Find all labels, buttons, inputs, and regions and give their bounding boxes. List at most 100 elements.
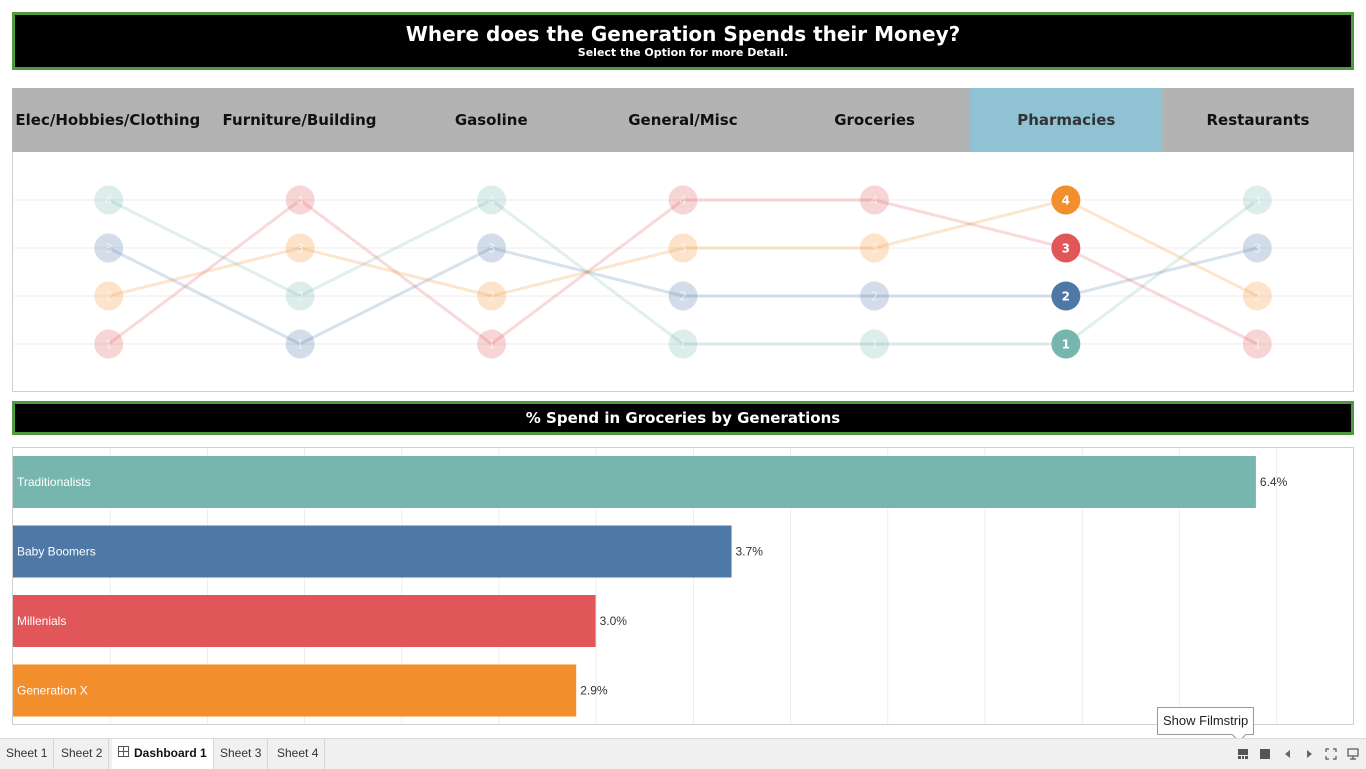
bump-line-segment: [1065, 246, 1258, 298]
bump-point-label: 4: [296, 194, 304, 208]
fullscreen-icon[interactable]: [1324, 748, 1338, 762]
category-tab-furniture-building[interactable]: Furniture/Building: [222, 111, 377, 129]
bump-point-label: 3: [679, 242, 687, 256]
bump-line-segment: [1065, 246, 1258, 346]
tab-sheet-1[interactable]: Sheet 1: [0, 739, 55, 769]
bar-value-label: 6.4%: [1260, 475, 1288, 489]
category-tab-groceries[interactable]: Groceries: [834, 111, 915, 129]
bar-category-label: Millenials: [17, 614, 66, 628]
bump-point-label: 4: [679, 194, 687, 208]
bump-point[interactable]: 3: [1242, 233, 1272, 263]
bump-point[interactable]: 4: [1051, 185, 1081, 215]
grid-icon[interactable]: [1258, 748, 1272, 762]
bump-line-segment: [299, 198, 493, 298]
bump-line-segment: [874, 198, 1067, 250]
bar-millenials[interactable]: [13, 595, 596, 647]
bump-point-label: 2: [871, 290, 879, 304]
prev-icon[interactable]: [1281, 748, 1295, 762]
bump-line-segment: [108, 246, 301, 346]
bump-line-segment: [108, 198, 301, 298]
bump-point[interactable]: 4: [285, 185, 315, 215]
bump-point[interactable]: 3: [859, 233, 889, 263]
category-tab-pharmacies[interactable]: Pharmacies: [970, 88, 1163, 152]
category-selector: Elec/Hobbies/Clothing Furniture/Building G…: [12, 88, 1354, 152]
bump-point-label: 1: [1253, 338, 1261, 352]
category-tab-general-misc[interactable]: General/Misc: [628, 111, 738, 129]
dashboard-icon: [118, 746, 129, 757]
bump-line-segment: [490, 198, 684, 346]
filmstrip-tooltip: Show Filmstrip: [1157, 707, 1255, 735]
bump-point[interactable]: 1: [1242, 329, 1272, 359]
bump-point[interactable]: 2: [477, 281, 507, 311]
bump-point[interactable]: 4: [668, 185, 698, 215]
bump-point[interactable]: 4: [1242, 185, 1272, 215]
next-icon[interactable]: [1302, 748, 1316, 762]
bump-point[interactable]: 1: [477, 329, 507, 359]
bump-point[interactable]: 4: [859, 185, 889, 215]
tab-sheet-3[interactable]: Sheet 3: [214, 739, 269, 769]
bump-line-segment: [299, 246, 492, 298]
category-tab-elec-hobbies-clothing[interactable]: Elec/Hobbies/Clothing: [15, 111, 201, 129]
category-tab-gasoline[interactable]: Gasoline: [454, 111, 528, 129]
bump-point[interactable]: 2: [668, 281, 698, 311]
tab-dashboard-1[interactable]: Dashboard 1: [112, 739, 214, 769]
bump-point-label: 2: [488, 290, 496, 304]
bump-point[interactable]: 1: [94, 329, 124, 359]
bump-point-label: 4: [1062, 194, 1070, 208]
bump-point-label: 2: [1062, 290, 1070, 304]
bar-generation-x[interactable]: [13, 664, 577, 717]
presentation-icon[interactable]: [1346, 748, 1360, 762]
bump-point-label: 1: [679, 338, 687, 352]
bump-point[interactable]: 2: [859, 281, 889, 311]
bump-point[interactable]: 1: [1051, 329, 1081, 359]
bump-point[interactable]: 3: [285, 233, 315, 263]
bar-baby-boomers[interactable]: [13, 525, 732, 578]
tab-label: Sheet 2: [61, 746, 103, 760]
bump-point-label: 4: [871, 194, 879, 208]
bump-point[interactable]: 2: [1242, 281, 1272, 311]
bump-point[interactable]: 2: [1051, 281, 1081, 311]
bump-point-label: 3: [871, 242, 879, 256]
bump-point[interactable]: 2: [94, 281, 124, 311]
bar-traditionalists[interactable]: [13, 456, 1256, 508]
bump-point-label: 2: [1253, 290, 1261, 304]
bump-point-label: 1: [105, 338, 113, 352]
bump-line-segment: [491, 246, 684, 298]
bar-category-label: Traditionalists: [17, 475, 91, 489]
bump-point[interactable]: 3: [668, 233, 698, 263]
bar-value-label: 3.7%: [736, 545, 764, 559]
bump-point[interactable]: 1: [668, 329, 698, 359]
bump-point-label: 3: [1062, 242, 1070, 256]
tab-sheet-2[interactable]: Sheet 2: [55, 739, 110, 769]
tab-sheet-4[interactable]: Sheet 4: [271, 739, 326, 769]
tab-label: Sheet 3: [220, 746, 262, 760]
filmstrip-icon[interactable]: [1236, 748, 1250, 762]
tab-label: Dashboard 1: [134, 746, 207, 760]
bar-chart-title: % Spend in Groceries by Generations: [12, 401, 1354, 435]
bump-point[interactable]: 2: [285, 281, 315, 311]
category-tab-restaurants[interactable]: Restaurants: [1206, 111, 1310, 129]
bump-chart-svg: 4 2 4 1 1 1 4 3 1 3 2 2 2 3 2 3 2 3 3 4 2 1 4 1 4 4 3 1: [13, 185, 1353, 359]
bar-chart: Traditionalists 6.4% Baby Boomers 3.7% Mille…: [12, 447, 1354, 725]
bump-point-label: 4: [488, 194, 496, 208]
bump-point-label: 3: [296, 242, 304, 256]
bump-point[interactable]: 3: [1051, 233, 1081, 263]
bump-point-label: 2: [105, 290, 113, 304]
bump-point[interactable]: 4: [477, 185, 507, 215]
bump-point-label: 1: [1062, 338, 1070, 352]
bump-point[interactable]: 3: [94, 233, 124, 263]
bump-line-segment: [1064, 198, 1259, 346]
bar-value-label: 3.0%: [600, 614, 628, 628]
bump-point-label: 1: [488, 338, 496, 352]
bump-point[interactable]: 4: [94, 185, 124, 215]
bump-point[interactable]: 3: [477, 233, 507, 263]
bump-point-label: 2: [296, 290, 304, 304]
bump-point[interactable]: 1: [859, 329, 889, 359]
bump-point-label: 1: [296, 338, 304, 352]
bar-category-label: Generation X: [17, 684, 88, 698]
bump-point-label: 3: [105, 242, 113, 256]
sheet-tab-bar: Sheet 1 Sheet 2 Dashboard 1 Sheet 3 Shee…: [0, 738, 1366, 769]
bump-point[interactable]: 1: [285, 329, 315, 359]
bar-value-label: 2.9%: [580, 684, 608, 698]
bump-line-segment: [491, 246, 684, 298]
